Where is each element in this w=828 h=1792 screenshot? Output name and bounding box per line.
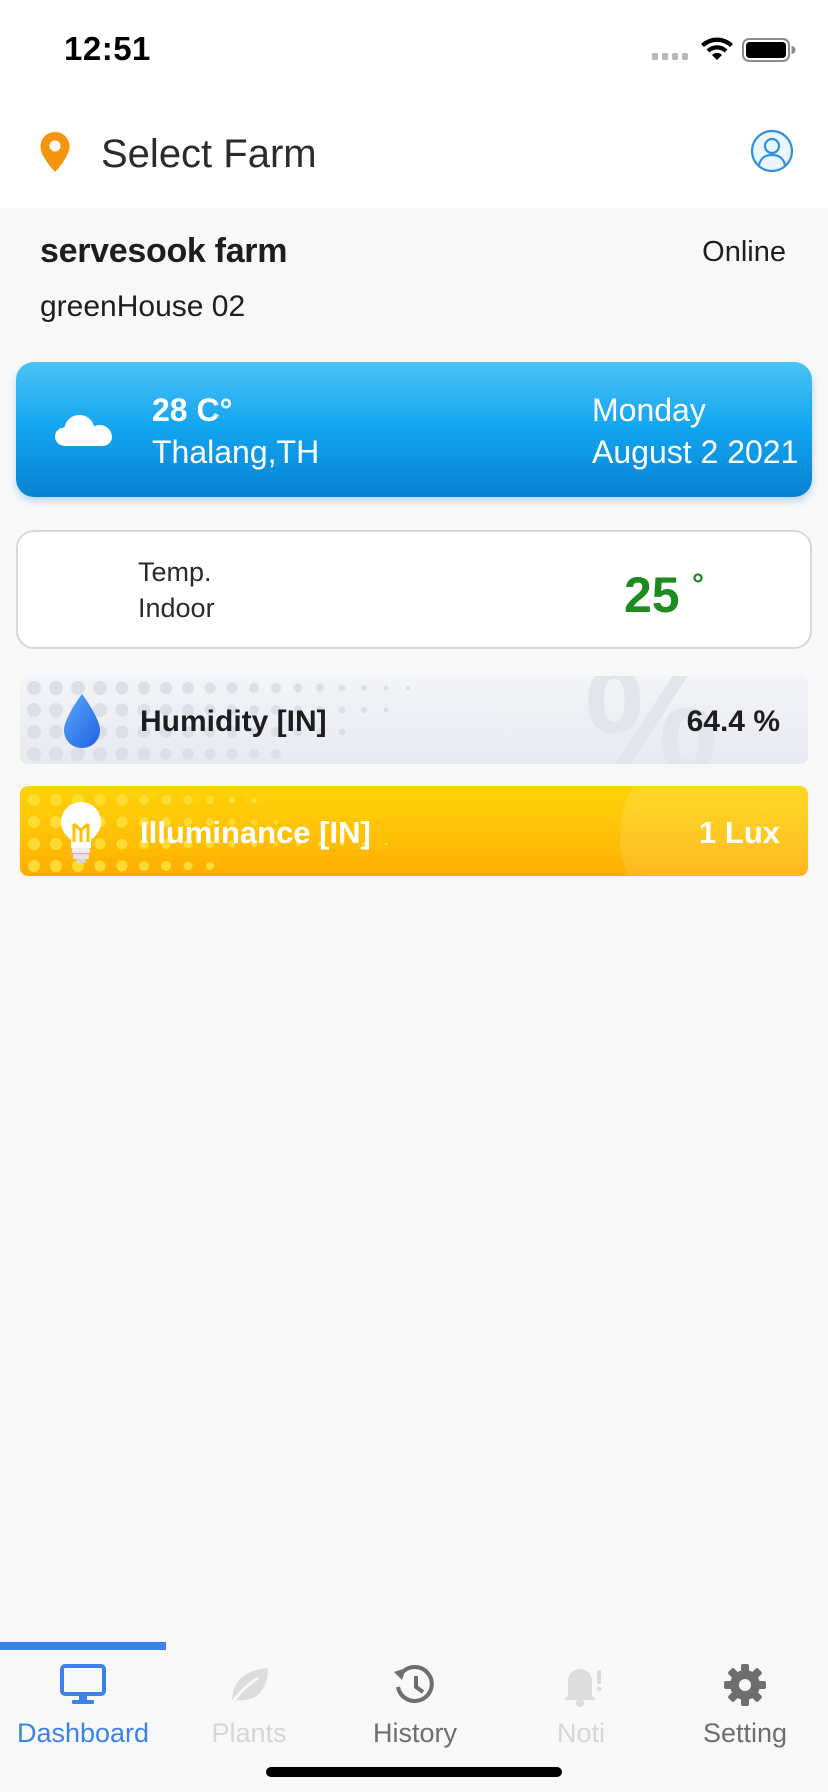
- tab-dashboard[interactable]: Dashboard: [0, 1662, 166, 1772]
- temp-sublabel: Indoor: [138, 593, 215, 623]
- tab-label: Dashboard: [16, 1718, 150, 1748]
- select-farm-button[interactable]: Select Farm: [101, 132, 317, 176]
- illuminance-value: 1 Lux: [699, 815, 780, 850]
- status-bar: [0, 0, 828, 100]
- illuminance-label: Illuminance [IN]: [140, 815, 371, 850]
- weather-day: Monday: [592, 392, 706, 428]
- temp-unit: °: [692, 568, 704, 601]
- humidity-card[interactable]: %: [20, 676, 808, 764]
- status-time: 12:51: [64, 30, 151, 67]
- tab-plants[interactable]: Plants: [166, 1662, 332, 1772]
- app-header: [0, 100, 828, 208]
- humidity-watermark: %: [584, 676, 718, 764]
- dot-pattern: [28, 794, 388, 872]
- card-glow: [620, 786, 808, 876]
- active-tab-indicator: [0, 1642, 166, 1650]
- weather-card: [16, 362, 812, 497]
- cellular-signal-icon: [652, 53, 688, 60]
- connection-status: Online: [702, 236, 786, 268]
- temp-label: Temp.: [138, 557, 212, 587]
- bell-icon: [564, 1669, 602, 1707]
- tab-label: Plants: [211, 1718, 287, 1748]
- history-icon: [394, 1665, 434, 1704]
- tab-setting[interactable]: Setting: [662, 1662, 828, 1772]
- illuminance-card[interactable]: [20, 786, 808, 876]
- tab-label: Noti: [556, 1718, 605, 1748]
- tab-noti[interactable]: Noti: [498, 1662, 664, 1772]
- indoor-temp-card[interactable]: [16, 530, 812, 649]
- battery-icon: [742, 38, 796, 62]
- water-drop-icon: [64, 694, 100, 748]
- tab-history[interactable]: History: [332, 1662, 498, 1772]
- dot-pattern: [27, 681, 410, 761]
- weather-temperature: 28 C°: [152, 392, 233, 428]
- leaf-icon: [228, 1668, 268, 1707]
- light-bulb-icon: [61, 802, 101, 863]
- farm-name: servesook farm: [40, 232, 288, 270]
- weather-date: August 2 2021: [592, 434, 799, 470]
- wifi-icon: [701, 37, 733, 60]
- gear-icon: [724, 1664, 766, 1706]
- temp-value: 25: [624, 567, 680, 623]
- weather-location: Thalang,TH: [152, 434, 320, 470]
- home-indicator: [266, 1767, 562, 1777]
- humidity-value: 64.4 %: [686, 705, 780, 738]
- cloud-icon: [55, 415, 112, 446]
- humidity-label: Humidity [IN]: [140, 705, 327, 738]
- location-pin-icon[interactable]: [38, 130, 72, 174]
- tab-label: Setting: [702, 1718, 788, 1748]
- monitor-icon: [60, 1664, 106, 1704]
- tab-label: History: [372, 1718, 457, 1748]
- greenhouse-name: greenHouse 02: [40, 290, 246, 323]
- user-profile-icon[interactable]: [750, 129, 794, 173]
